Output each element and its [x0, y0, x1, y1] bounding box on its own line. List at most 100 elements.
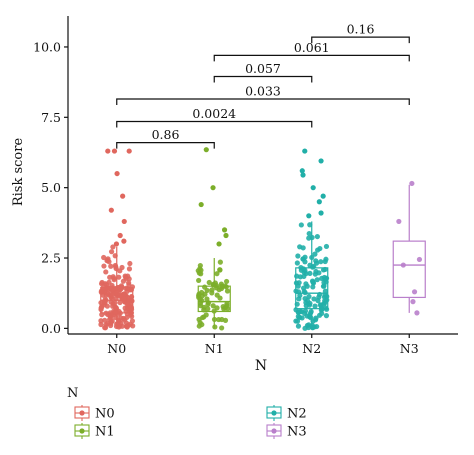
outlier-point-n0	[120, 193, 126, 199]
point-n2	[301, 288, 307, 294]
point-n0	[109, 295, 115, 302]
point-n0	[117, 310, 123, 316]
point-n3	[396, 218, 402, 225]
point-n0	[107, 274, 113, 280]
point-n2	[308, 309, 314, 315]
point-n2	[303, 299, 309, 306]
point-n2	[314, 233, 320, 240]
point-n0	[101, 299, 108, 305]
point-n0	[114, 290, 120, 296]
point-n1	[205, 306, 211, 312]
point-n2	[314, 323, 320, 330]
y-tick-label: 7.5	[41, 110, 61, 125]
point-n0	[99, 312, 105, 318]
point-n0	[106, 259, 112, 265]
outlier-point-n1	[216, 241, 222, 247]
outlier-point-n0	[111, 148, 118, 154]
point-n2	[323, 243, 330, 250]
point-n2	[315, 298, 321, 304]
point-n0	[119, 323, 125, 329]
point-n1	[197, 262, 203, 269]
plot-area: 0.16 0.061 0.057 0.033 0.0024 0.86	[98, 22, 426, 331]
point-n2	[306, 230, 312, 237]
x-tick-label-n0: N0	[107, 341, 126, 356]
point-n0	[101, 263, 107, 269]
point-n2	[307, 222, 313, 228]
outlier-point-n2	[318, 210, 324, 216]
outlier-point-n2	[306, 213, 312, 219]
point-n0	[108, 249, 115, 255]
point-n0	[129, 313, 135, 319]
point-n3	[414, 310, 420, 316]
point-n2	[309, 254, 315, 261]
point-n1	[204, 296, 210, 302]
point-n1	[203, 312, 209, 318]
point-n1	[205, 301, 211, 308]
legend-key-point-n1	[79, 428, 85, 434]
point-n0	[106, 285, 113, 291]
legend-label-n3: N3	[287, 425, 307, 440]
point-n2	[294, 260, 300, 266]
bracket-n1-n3	[213, 54, 410, 62]
point-n0	[127, 260, 133, 267]
point-n2	[306, 302, 313, 308]
bracket-n0-n2	[116, 120, 313, 128]
legend-key-point-n2	[271, 410, 277, 416]
y-tick-label: 5.0	[41, 180, 61, 195]
x-axis-label: N	[255, 358, 267, 374]
point-n0	[126, 266, 133, 272]
point-n1	[211, 308, 217, 314]
point-n2	[321, 283, 327, 289]
point-n2	[307, 270, 313, 276]
legend-title: N	[67, 386, 78, 401]
point-n0	[112, 253, 118, 259]
point-n3	[409, 180, 415, 187]
bracket-n2-n3	[311, 36, 410, 44]
point-n3	[400, 262, 406, 268]
point-n0	[103, 292, 109, 298]
point-n2	[312, 251, 318, 257]
legend: N N0 N1 N2 N3	[67, 386, 307, 440]
point-n1	[211, 316, 218, 323]
outlier-point-n2	[310, 185, 316, 191]
point-n0	[98, 318, 104, 324]
box-n3	[392, 240, 426, 299]
point-n0	[108, 312, 114, 318]
point-n0	[98, 305, 104, 311]
point-n2	[295, 323, 302, 329]
point-n1	[219, 325, 225, 331]
point-n2	[300, 266, 307, 272]
point-n0	[98, 288, 105, 294]
point-n1	[212, 324, 218, 330]
point-n1	[217, 295, 223, 301]
point-n2	[294, 301, 300, 307]
point-n1	[196, 291, 202, 297]
point-n0	[108, 322, 114, 329]
point-n2	[314, 277, 320, 283]
point-n0	[98, 281, 105, 287]
legend-label-n1: N1	[95, 425, 115, 440]
outlier-point-n1	[210, 185, 216, 191]
outlier-point-n1	[221, 227, 228, 233]
point-n2	[295, 309, 301, 315]
point-n1	[219, 283, 225, 289]
point-n3	[411, 289, 418, 295]
point-n0	[101, 254, 107, 261]
point-n2	[294, 273, 300, 279]
point-n0	[111, 275, 117, 281]
outlier-point-n0	[114, 170, 120, 177]
point-n1	[206, 279, 212, 286]
point-n2	[293, 288, 299, 294]
point-n0	[121, 296, 127, 302]
point-n2	[324, 306, 330, 312]
x-tick-label-n1: N1	[205, 341, 224, 356]
bracket-n1-n2	[213, 75, 313, 83]
point-n2	[322, 288, 328, 294]
point-n2	[317, 291, 323, 298]
point-n2	[323, 313, 330, 319]
point-n0	[108, 263, 114, 269]
point-n2	[315, 247, 321, 253]
outlier-point-n1	[198, 201, 204, 208]
point-n1	[198, 267, 204, 273]
outlier-point-n0	[126, 148, 132, 154]
